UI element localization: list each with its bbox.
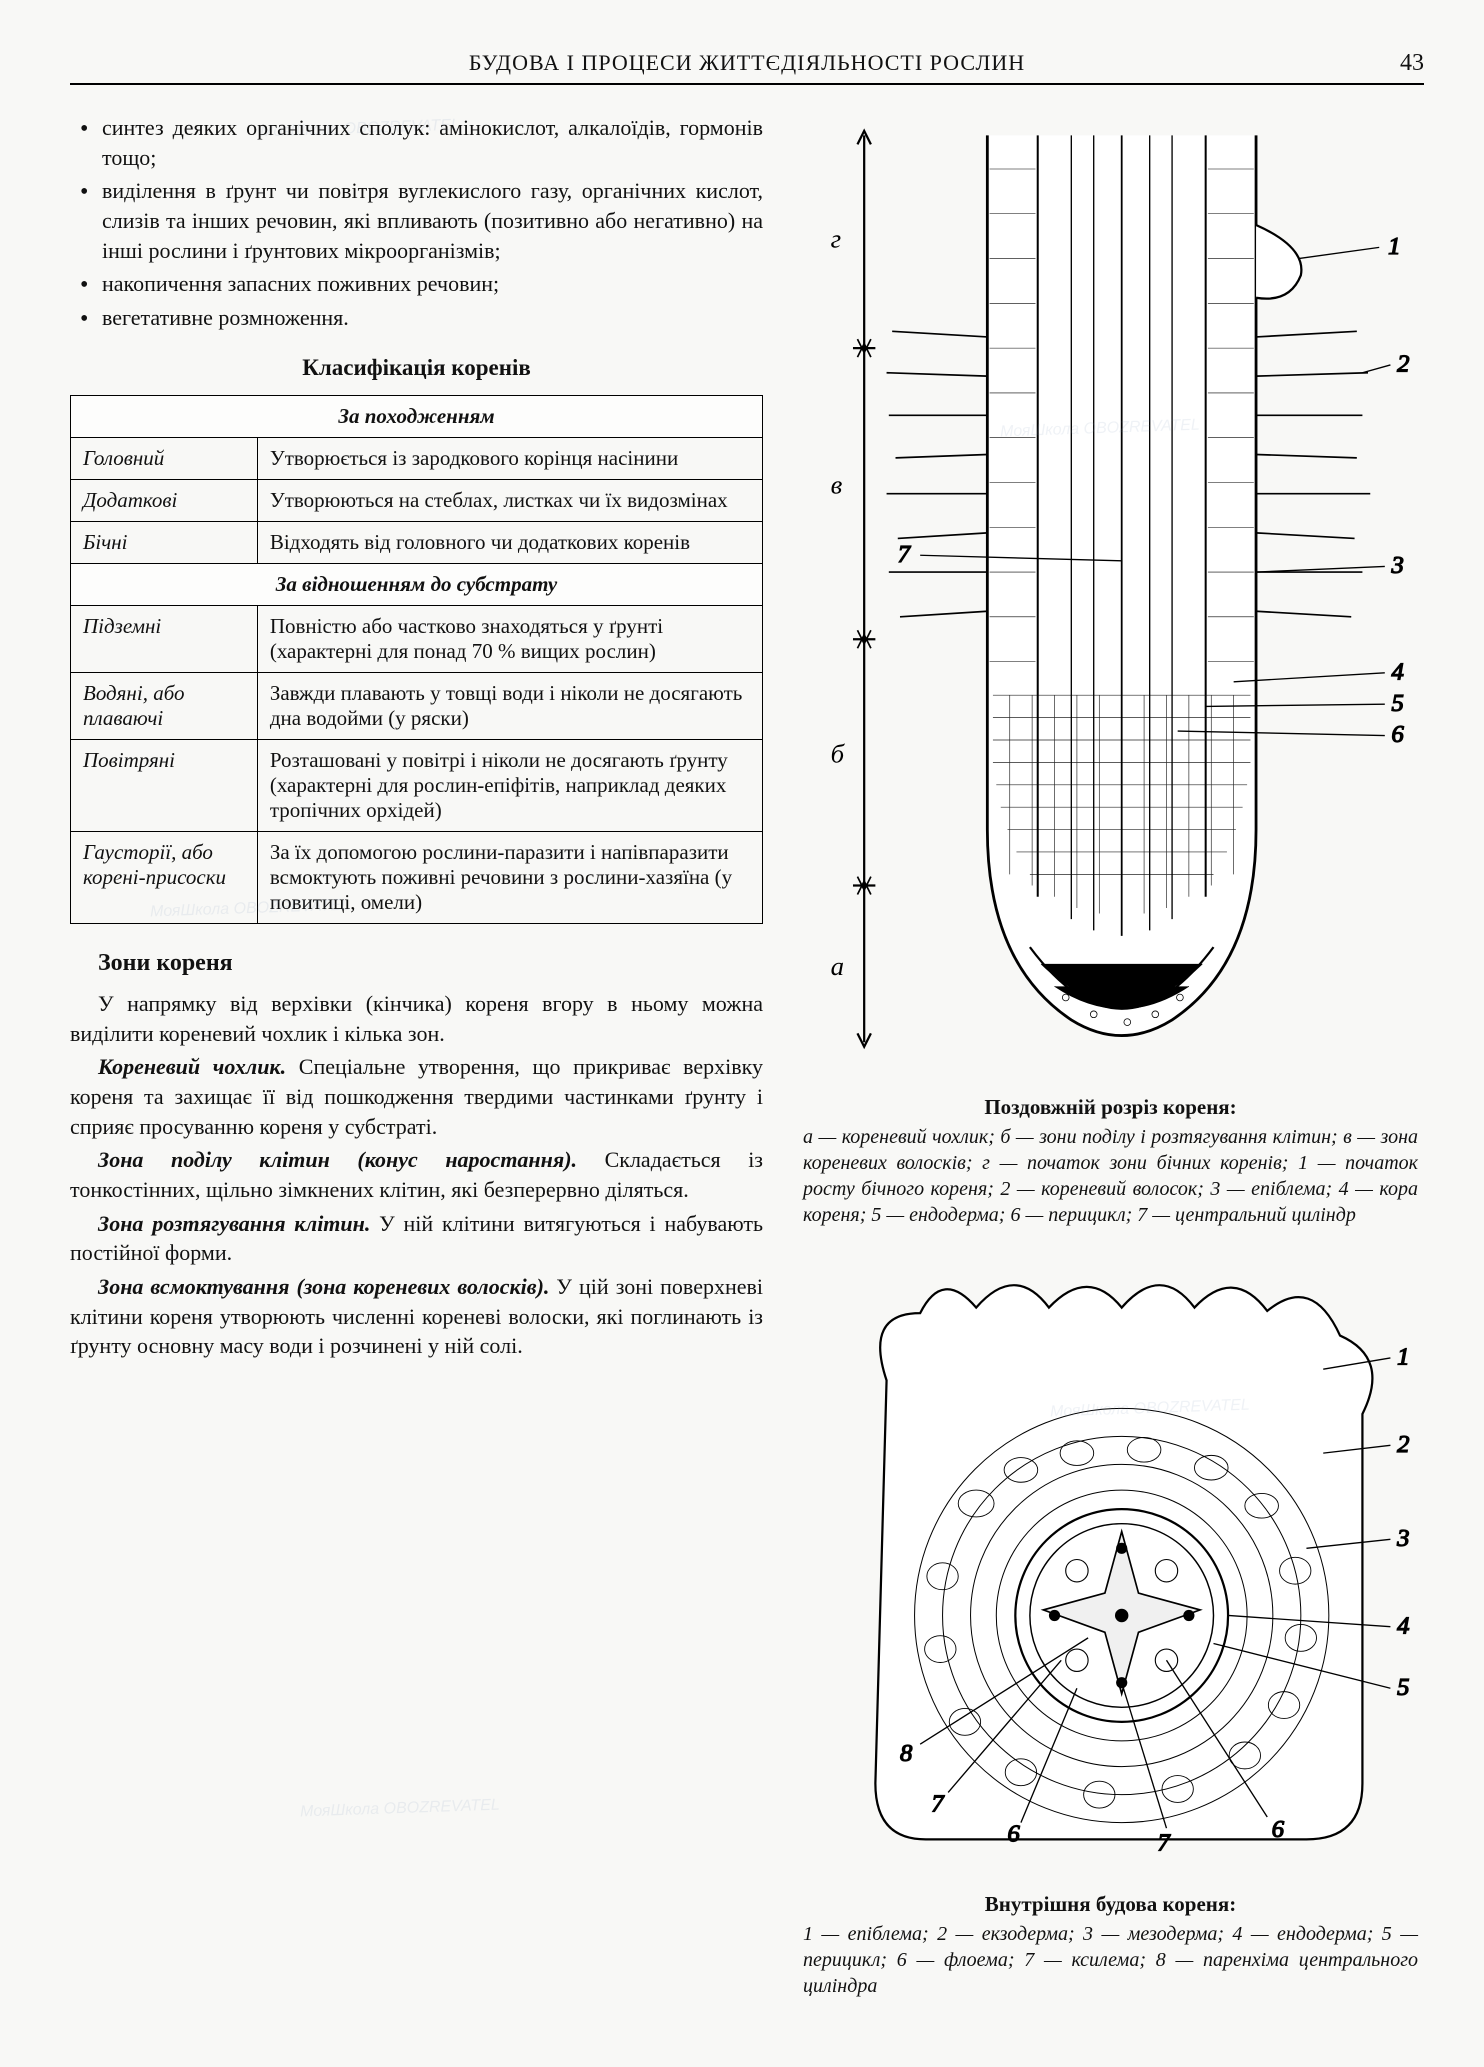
fig1-label-2: 2 — [1397, 351, 1409, 378]
fig1-label-7: 7 — [898, 541, 912, 568]
fig2-label-8: 8 — [900, 1740, 913, 1767]
table-group-header: За походженням — [71, 395, 763, 437]
fig1-caption: а — кореневий чохлик; б — зони поділу і … — [797, 1124, 1424, 1246]
fig2-label-4: 4 — [1397, 1612, 1409, 1639]
table-val: Розташовані у повітрі і ніколи не досяга… — [257, 739, 762, 831]
table-key: Бічні — [71, 521, 258, 563]
zone-lead: Зона розтягування клітин. — [98, 1211, 370, 1236]
left-column: синтез деяких органічних сполук: аміноки… — [70, 113, 763, 2017]
fig2-label-5: 5 — [1397, 1674, 1409, 1701]
page-header: БУДОВА І ПРОЦЕСИ ЖИТТЄДІЯЛЬНОСТІ РОСЛИН … — [70, 50, 1424, 85]
figure-cross-section: 1 2 3 4 5 6 7 8 7 6 — [797, 1246, 1424, 1878]
table-key: Головний — [71, 437, 258, 479]
zone-para: Зона розтягування клітин. У ній клітини … — [70, 1209, 763, 1268]
fig1-label-6: 6 — [1392, 721, 1405, 748]
zone-letter-a: а — [831, 951, 844, 981]
zone-para: Зона поділу клітин (конус наростання). С… — [70, 1145, 763, 1204]
fig2-label-6b: 6 — [1007, 1821, 1020, 1848]
table-row: Повітряні Розташовані у повітрі і ніколи… — [71, 739, 763, 831]
fig1-label-3: 3 — [1391, 552, 1404, 579]
table-row: Гаусторії, або корені-присоски За їх доп… — [71, 831, 763, 923]
fig2-label-2: 2 — [1397, 1431, 1409, 1458]
fig1-label-4: 4 — [1392, 659, 1404, 686]
list-item: виділення в ґрунт чи повітря вуглекислог… — [80, 176, 763, 265]
classification-heading: Класифікація коренів — [70, 355, 763, 381]
table-val: Відходять від головного чи додаткових ко… — [257, 521, 762, 563]
root-longitudinal-svg: г в б а — [797, 113, 1424, 1076]
zone-para: Кореневий чохлик. Спеціальне утворення, … — [70, 1052, 763, 1141]
table-group-header: За відношенням до субстрату — [71, 563, 763, 605]
table-key: Додаткові — [71, 479, 258, 521]
function-bullet-list: синтез деяких органічних сполук: аміноки… — [80, 113, 763, 333]
figure-longitudinal-root: г в б а — [797, 113, 1424, 1081]
list-item: синтез деяких органічних сполук: аміноки… — [80, 113, 763, 172]
fig2-label-1: 1 — [1397, 1344, 1409, 1371]
fig2-title: Внутрішня будова кореня: — [797, 1892, 1424, 1917]
table-row: Бічні Відходять від головного чи додатко… — [71, 521, 763, 563]
table-row: Додаткові Утворюються на стеблах, листка… — [71, 479, 763, 521]
zone-para: Зона всмоктування (зона кореневих волоск… — [70, 1272, 763, 1361]
zone-letter-v: в — [831, 470, 843, 500]
table-key: Повітряні — [71, 739, 258, 831]
table-val: Повністю або частково знаходяться у ґрун… — [257, 605, 762, 672]
zone-lead: Кореневий чохлик. — [98, 1054, 286, 1079]
zone-letter-b: б — [831, 738, 846, 768]
zones-heading: Зони кореня — [98, 950, 763, 977]
table-val: Утворюється із зародкового корінця насін… — [257, 437, 762, 479]
fig2-label-6: 6 — [1272, 1816, 1285, 1843]
table-key: Підземні — [71, 605, 258, 672]
zone-lead: Зона всмоктування (зона кореневих волоск… — [98, 1274, 549, 1299]
fig2-label-7: 7 — [1158, 1829, 1172, 1856]
zones-intro: У напрямку від верхівки (кінчика) кореня… — [70, 989, 763, 1048]
table-row: Підземні Повністю або частково знаходять… — [71, 605, 763, 672]
fig1-title: Поздовжній розріз кореня: — [797, 1095, 1424, 1120]
table-key: Водяні, або плаваючі — [71, 672, 258, 739]
table-row: Головний Утворюється із зародкового корі… — [71, 437, 763, 479]
fig2-label-7b: 7 — [931, 1790, 945, 1817]
table-val: Утворюються на стеблах, листках чи їх ви… — [257, 479, 762, 521]
table-key: Гаусторії, або корені-присоски — [71, 831, 258, 923]
table-val: За їх допомогою рослини-паразити і напів… — [257, 831, 762, 923]
right-column: г в б а — [797, 113, 1424, 2017]
classification-table: За походженням Головний Утворюється із з… — [70, 395, 763, 924]
table-row: Водяні, або плаваючі Завжди плавають у т… — [71, 672, 763, 739]
page-number: 43 — [1364, 50, 1424, 77]
root-cross-section-svg: 1 2 3 4 5 6 7 8 7 6 — [797, 1246, 1424, 1873]
zone-lead: Зона поділу клітин (конус наростання). — [98, 1147, 577, 1172]
fig1-label-1: 1 — [1388, 233, 1400, 260]
zone-letter-g: г — [831, 223, 841, 253]
table-val: Завжди плавають у товщі води і ніколи не… — [257, 672, 762, 739]
list-item: вегетативне розмноження. — [80, 303, 763, 333]
fig1-label-5: 5 — [1392, 690, 1404, 717]
list-item: накопичення запасних поживних речовин; — [80, 269, 763, 299]
running-title: БУДОВА І ПРОЦЕСИ ЖИТТЄДІЯЛЬНОСТІ РОСЛИН — [130, 50, 1364, 76]
fig2-caption: 1 — епіблема; 2 — екзодерма; 3 — мезодер… — [797, 1921, 1424, 2017]
fig2-label-3: 3 — [1396, 1525, 1409, 1552]
